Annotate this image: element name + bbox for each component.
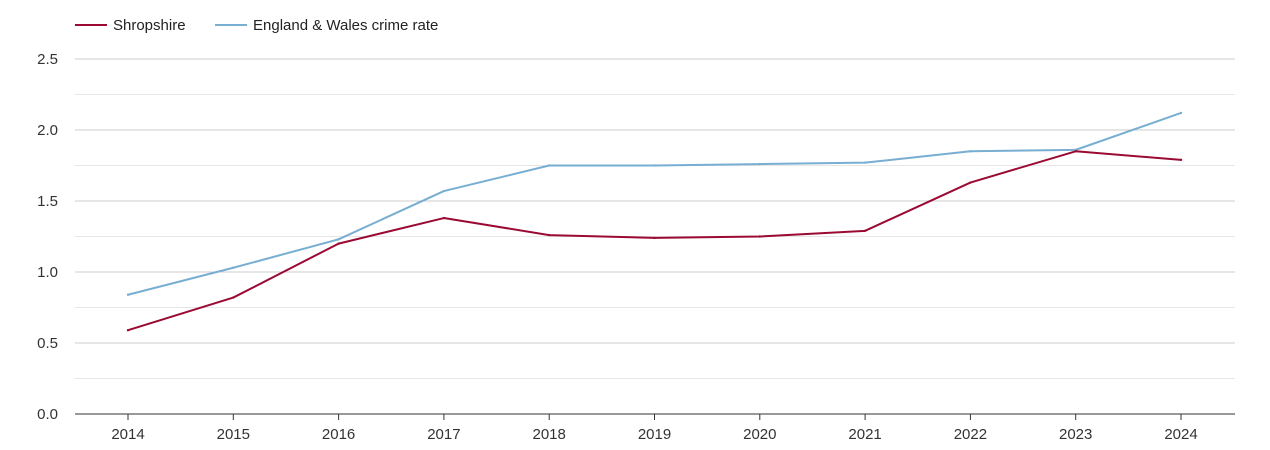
y-axis-ticks: 0.0 0.5 1.0 1.5 2.0 2.5: [37, 51, 58, 423]
x-tick-label: 2021: [848, 426, 881, 443]
data-point-shropshire: [1074, 150, 1077, 153]
legend-label-shropshire: Shropshire: [113, 17, 186, 34]
data-point-england-wales-crime-rate: [863, 161, 867, 164]
data-point-shropshire: [548, 233, 551, 237]
data-point-england-wales-crime-rate: [126, 293, 130, 296]
x-tick-label: 2024: [1164, 426, 1197, 443]
legend-item-england-wales[interactable]: England & Wales crime rate: [215, 17, 438, 34]
legend: Shropshire England & Wales crime rate: [75, 17, 438, 34]
y-tick-label: 0.0: [37, 406, 58, 423]
x-tick-label: 2019: [638, 426, 671, 443]
series-line-england-wales-crime-rate: [127, 112, 1182, 296]
data-point-shropshire: [232, 296, 235, 299]
y-tick-label: 1.5: [37, 193, 58, 210]
y-tick-label: 0.5: [37, 335, 58, 352]
data-point-shropshire: [863, 229, 867, 233]
data-point-england-wales-crime-rate: [1179, 111, 1183, 115]
y-tick-label: 1.0: [37, 264, 58, 281]
series-lines: [126, 111, 1183, 332]
series-line-shropshire: [127, 150, 1182, 332]
data-point-england-wales-crime-rate: [653, 164, 656, 167]
y-tick-label: 2.5: [37, 51, 58, 68]
x-tick-label: 2015: [217, 426, 250, 443]
data-point-england-wales-crime-rate: [969, 150, 972, 153]
x-axis-ticks: 2014 2015 2016 2017 2018 2019 2020 2021 2022 2023…: [111, 414, 1198, 443]
data-point-shropshire: [126, 329, 130, 332]
x-tick-label: 2023: [1059, 426, 1092, 443]
data-point-shropshire: [653, 236, 656, 240]
data-point-shropshire: [1179, 158, 1183, 162]
data-point-shropshire: [442, 216, 446, 220]
x-tick-label: 2020: [743, 426, 776, 443]
data-point-shropshire: [337, 242, 340, 245]
x-tick-label: 2017: [427, 426, 460, 443]
data-point-england-wales-crime-rate: [758, 162, 761, 166]
x-tick-label: 2014: [111, 426, 144, 443]
data-point-england-wales-crime-rate: [442, 189, 446, 193]
data-point-england-wales-crime-rate: [548, 164, 551, 167]
x-tick-label: 2022: [954, 426, 987, 443]
data-point-shropshire: [969, 181, 972, 184]
x-tick-label: 2016: [322, 426, 355, 443]
x-tick-label: 2018: [533, 426, 566, 443]
data-point-england-wales-crime-rate: [232, 266, 235, 269]
legend-label-england-wales: England & Wales crime rate: [253, 17, 438, 34]
gridlines: [75, 58, 1235, 379]
y-tick-label: 2.0: [37, 122, 58, 139]
legend-item-shropshire[interactable]: Shropshire: [75, 17, 186, 34]
data-point-england-wales-crime-rate: [337, 238, 340, 241]
data-point-shropshire: [758, 235, 761, 238]
